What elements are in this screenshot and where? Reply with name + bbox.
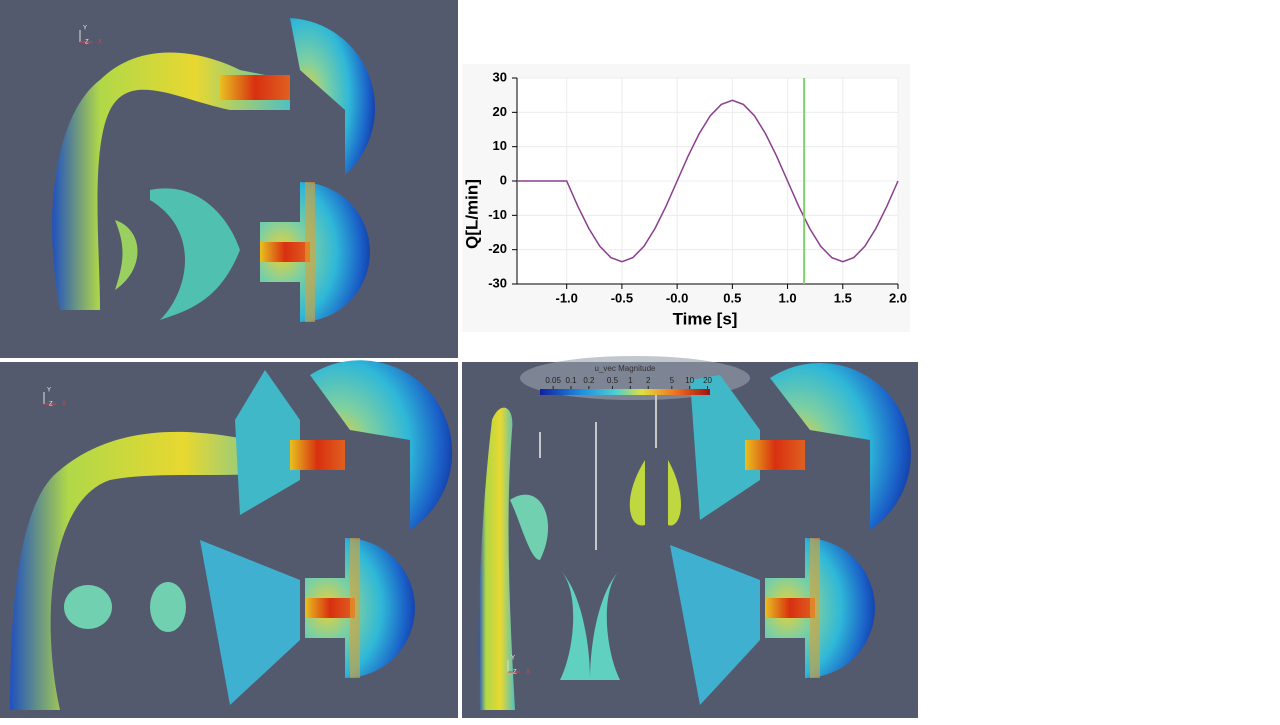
y-tick-label: 20	[493, 104, 507, 119]
x-tick-label: -1.0	[555, 290, 577, 305]
axis-triad-label: X	[526, 670, 530, 676]
y-axis-label: Q[L/min]	[462, 179, 481, 249]
colorbar-tick-label: 20	[703, 376, 712, 385]
colorbar	[540, 389, 710, 395]
axis-triad-label: Z	[513, 670, 517, 676]
colorbar-title: u_vec Magnitude	[595, 364, 656, 373]
x-tick-label: 2.0	[889, 290, 907, 305]
cfd-panel-bottom-right	[462, 356, 918, 718]
y-tick-label: 0	[500, 172, 507, 187]
axis-triad-label: Y	[47, 388, 51, 394]
colorbar-tick-label: 1	[628, 376, 633, 385]
colorbar-tick-label: 0.05	[545, 376, 561, 385]
colorbar-tick-label: 5	[670, 376, 675, 385]
y-tick-label: 30	[493, 69, 507, 84]
x-tick-label: -0.0	[666, 290, 688, 305]
y-tick-label: -20	[488, 241, 507, 256]
colorbar-tick-label: 0.5	[607, 376, 619, 385]
axis-triad-label: Y	[511, 656, 515, 662]
x-tick-label: 1.5	[834, 290, 852, 305]
colorbar-tick-label: 2	[646, 376, 651, 385]
x-tick-label: 0.5	[723, 290, 741, 305]
cfd-panel-bottom-left	[0, 360, 458, 718]
x-tick-label: 1.0	[779, 290, 797, 305]
colorbar-tick-label: 10	[685, 376, 694, 385]
y-tick-label: 10	[493, 138, 507, 153]
colorbar-tick-label: 0.1	[565, 376, 577, 385]
data-line	[517, 99, 899, 263]
axis-triad-label: Y	[83, 26, 87, 32]
axis-triad-label: X	[98, 40, 102, 46]
axis-triad-label: X	[62, 402, 66, 408]
cfd-panel-top-left	[0, 0, 458, 358]
x-tick-label: -0.5	[611, 290, 633, 305]
axis-triad-label: Z	[85, 40, 89, 46]
y-tick-label: -10	[488, 207, 507, 222]
axis-triad-label: Z	[49, 402, 53, 408]
y-tick-label: -30	[488, 275, 507, 290]
colorbar-tick-label: 0.2	[583, 376, 595, 385]
x-axis-label: Time [s]	[673, 309, 738, 328]
